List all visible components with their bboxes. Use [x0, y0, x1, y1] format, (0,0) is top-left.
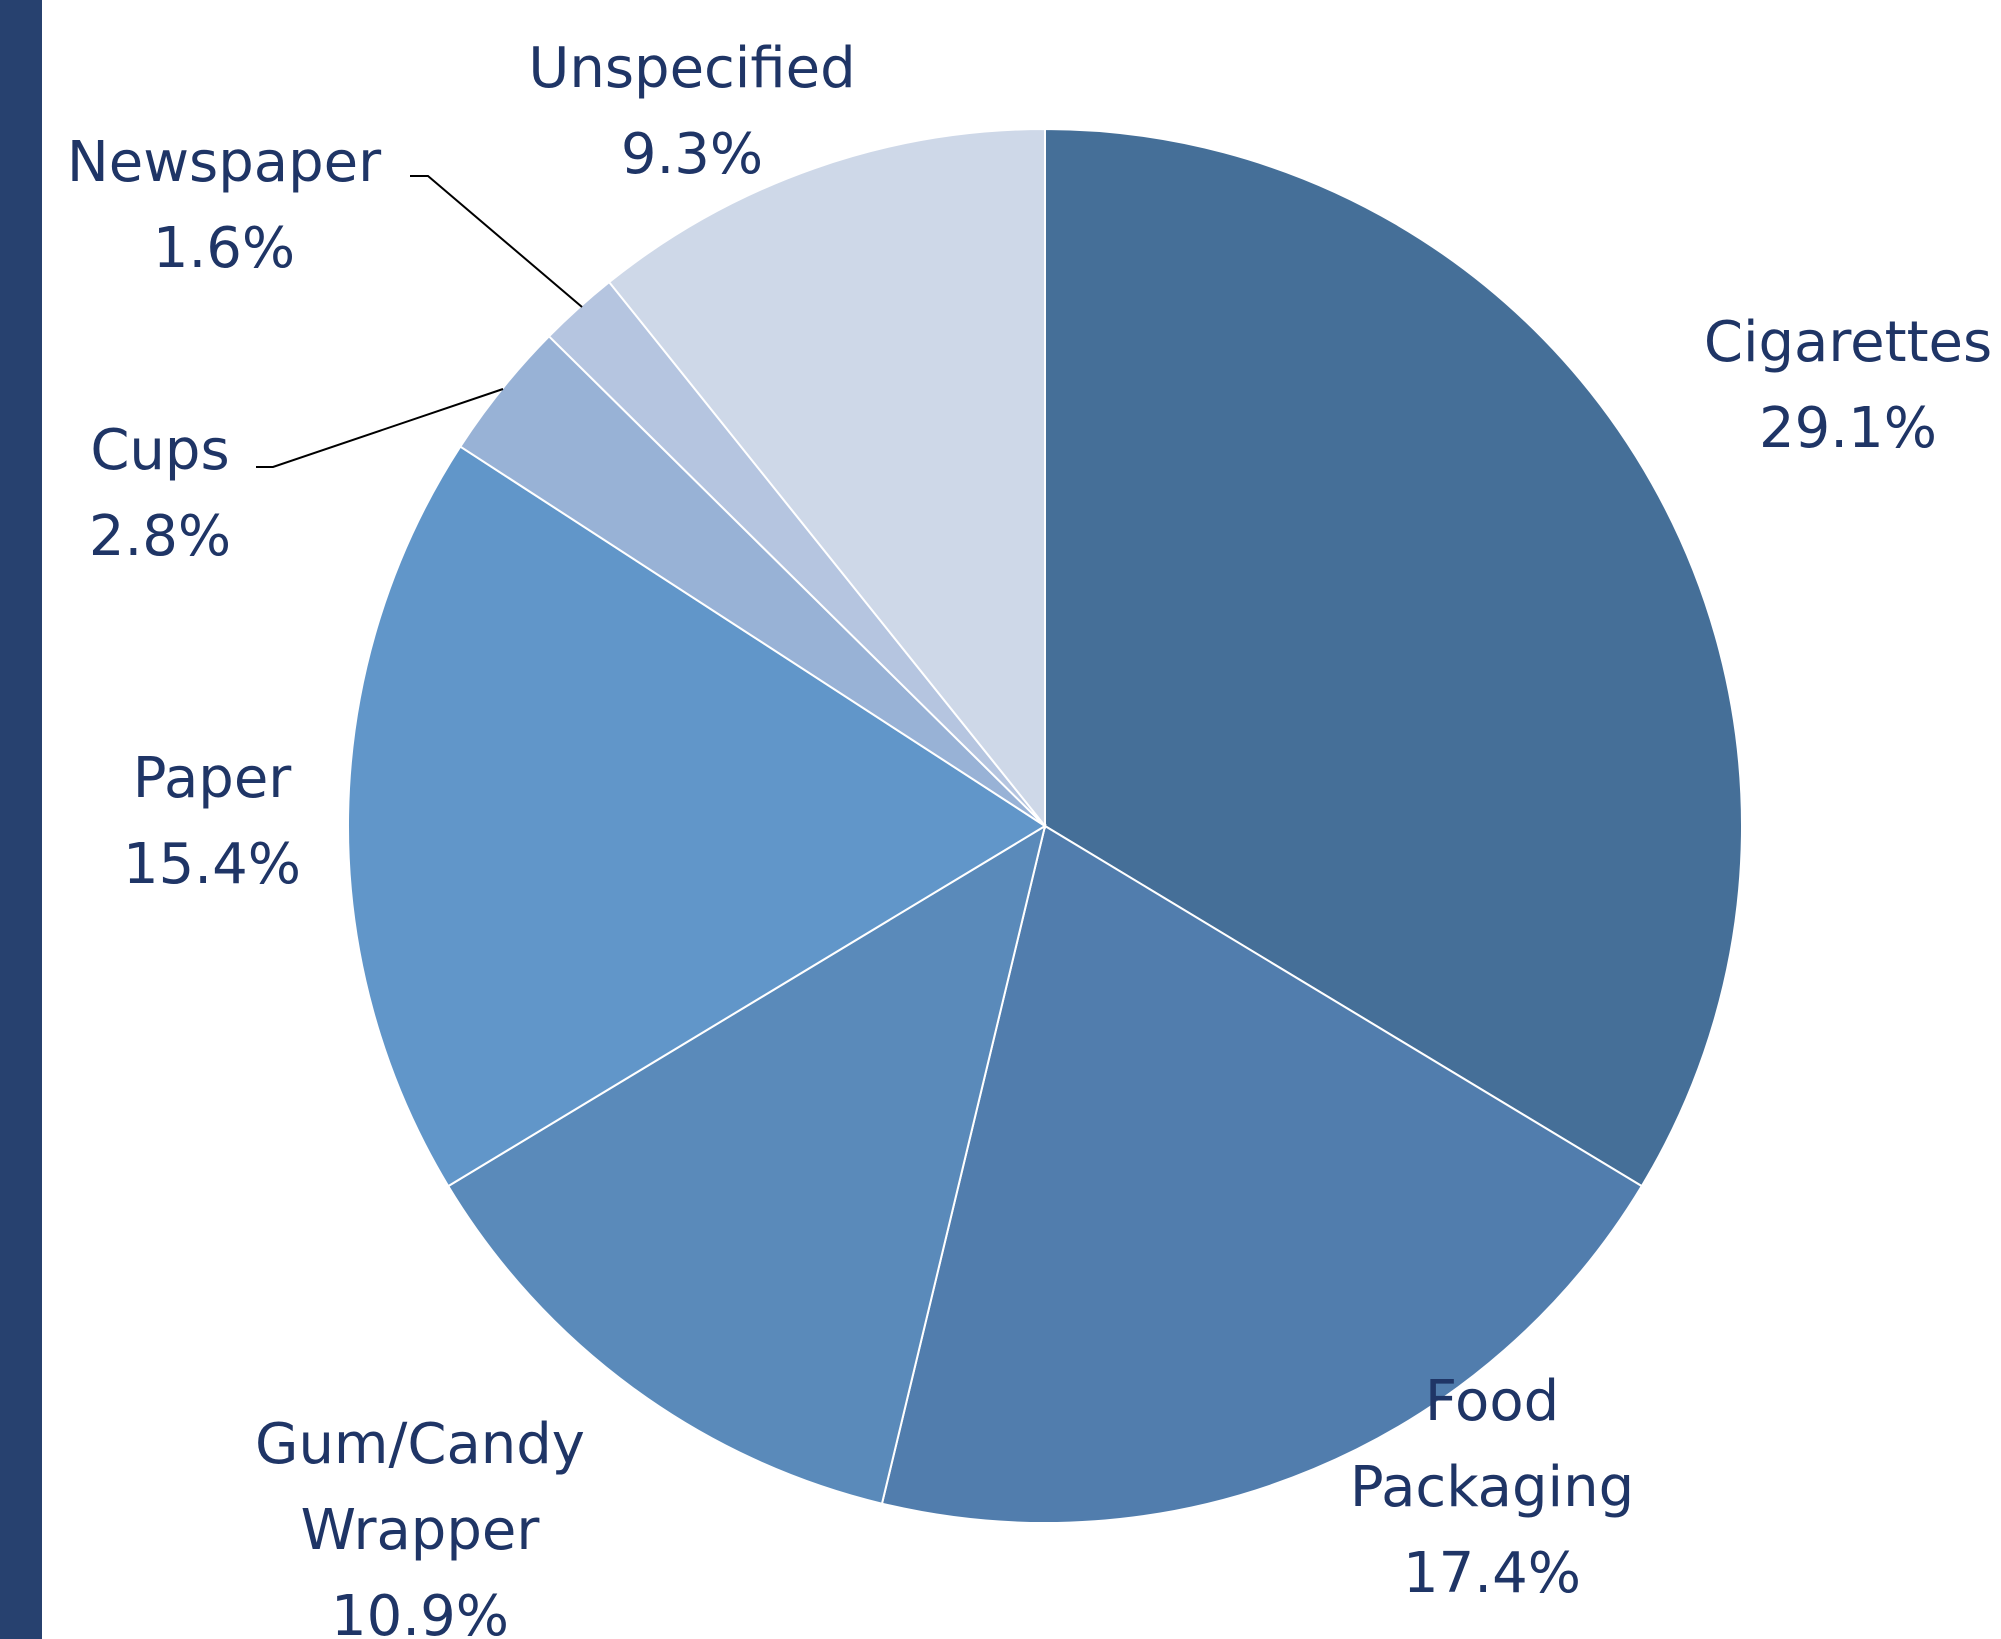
pie-slice-food-packaging — [880, 824, 1644, 1524]
pie-slices — [347, 127, 1743, 1524]
data-label-category: Gum/Candy — [255, 1412, 585, 1477]
data-label-category: Unspecified — [528, 36, 855, 101]
data-label-category: Newspaper — [67, 130, 382, 195]
data-label-value: 29.1% — [1759, 396, 1937, 461]
data-label-category: Cups — [90, 418, 229, 483]
pie-slice-paper — [347, 445, 1047, 1188]
leader-line-newspaper — [410, 175, 583, 308]
data-label-food-packaging: Food Packaging 17.4% — [1350, 1369, 1634, 1606]
data-label-unspecified: Unspecified 9.3% — [528, 36, 855, 187]
data-label-value: 10.9% — [331, 1584, 509, 1639]
data-labels: Cigarettes 29.1% Food Packaging 17.4% Gum/Can… — [67, 36, 1992, 1639]
left-accent-bar — [0, 0, 42, 1639]
data-label-cups: Cups 2.8% — [89, 418, 231, 569]
data-label-paper: Paper 15.4% — [123, 746, 301, 897]
data-label-cigarettes: Cigarettes 29.1% — [1704, 310, 1992, 461]
data-label-category: Paper — [133, 746, 293, 811]
data-label-category: Packaging — [1350, 1455, 1634, 1520]
data-label-value: 17.4% — [1403, 1541, 1581, 1606]
data-label-value: 15.4% — [123, 832, 301, 897]
data-label-value: 2.8% — [89, 504, 231, 569]
leader-line-cups — [256, 388, 504, 468]
data-label-category: Food — [1425, 1369, 1559, 1434]
pie-slice-cigarettes — [1044, 127, 1743, 1188]
pie-slice-unspecified — [607, 127, 1046, 829]
leader-lines — [256, 175, 583, 468]
data-label-gum-candy-wrapper: Gum/Candy Wrapper 10.9% — [255, 1412, 585, 1639]
data-label-value: 9.3% — [621, 122, 763, 187]
data-label-category: Cigarettes — [1704, 310, 1992, 375]
data-label-newspaper: Newspaper 1.6% — [67, 130, 382, 281]
data-label-category: Wrapper — [301, 1498, 541, 1563]
data-label-value: 1.6% — [153, 216, 295, 281]
pie-slice-gum-candy-wrapper — [446, 823, 1047, 1505]
